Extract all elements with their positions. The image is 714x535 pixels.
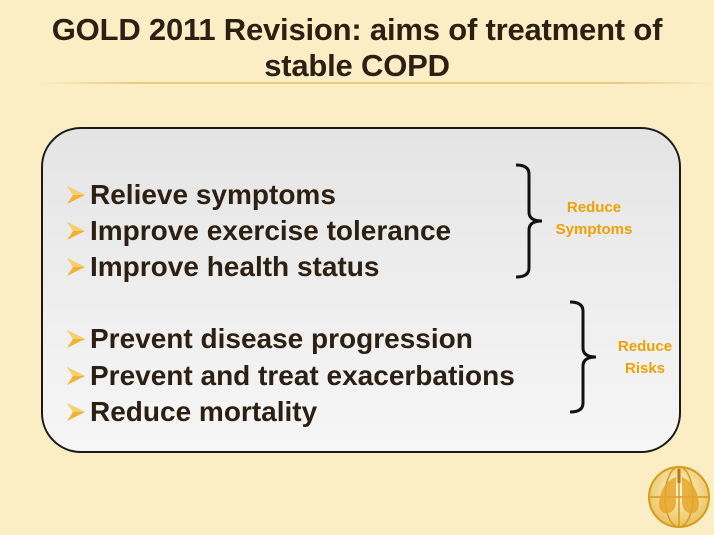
arrow-bullet-icon — [67, 367, 85, 385]
gold-logo-icon — [648, 466, 710, 528]
list-item-text: Improve health status — [90, 251, 380, 282]
arrow-bullet-icon — [67, 403, 85, 421]
list-item-text: Improve exercise tolerance — [90, 215, 452, 246]
arrow-bullet-icon — [67, 186, 85, 204]
list-item-text: Reduce mortality — [90, 396, 318, 427]
title-divider — [40, 82, 714, 84]
slide-title: GOLD 2011 Revision: aims of treatment of… — [0, 12, 714, 84]
group-label-risks: Reduce Risks — [600, 336, 690, 380]
group-label-line: Reduce — [617, 338, 673, 355]
group-label-line: Risks — [624, 360, 666, 377]
right-brace-icon — [569, 300, 597, 414]
arrow-bullet-icon — [67, 258, 85, 276]
aims-panel — [41, 127, 681, 453]
list-item: Prevent and treat exacerbations — [64, 358, 515, 394]
list-item-text: Prevent disease progression — [90, 323, 473, 354]
group-label-symptoms: Reduce Symptoms — [541, 197, 647, 241]
group-label-line: Symptoms — [555, 221, 633, 238]
title-line-1: GOLD 2011 Revision: aims of treatment of — [51, 12, 663, 47]
list-item: Relieve symptoms — [64, 177, 336, 213]
list-item: Prevent disease progression — [64, 321, 473, 357]
list-item-text: Prevent and treat exacerbations — [90, 360, 515, 391]
list-item-text: Relieve symptoms — [90, 179, 336, 210]
title-line-2: stable COPD — [264, 48, 450, 83]
list-item: Reduce mortality — [64, 394, 317, 430]
arrow-bullet-icon — [67, 222, 85, 240]
right-brace-icon — [515, 163, 543, 279]
list-item: Improve health status — [64, 249, 379, 285]
group-label-line: Reduce — [566, 199, 622, 216]
list-item: Improve exercise tolerance — [64, 213, 451, 249]
arrow-bullet-icon — [67, 330, 85, 348]
